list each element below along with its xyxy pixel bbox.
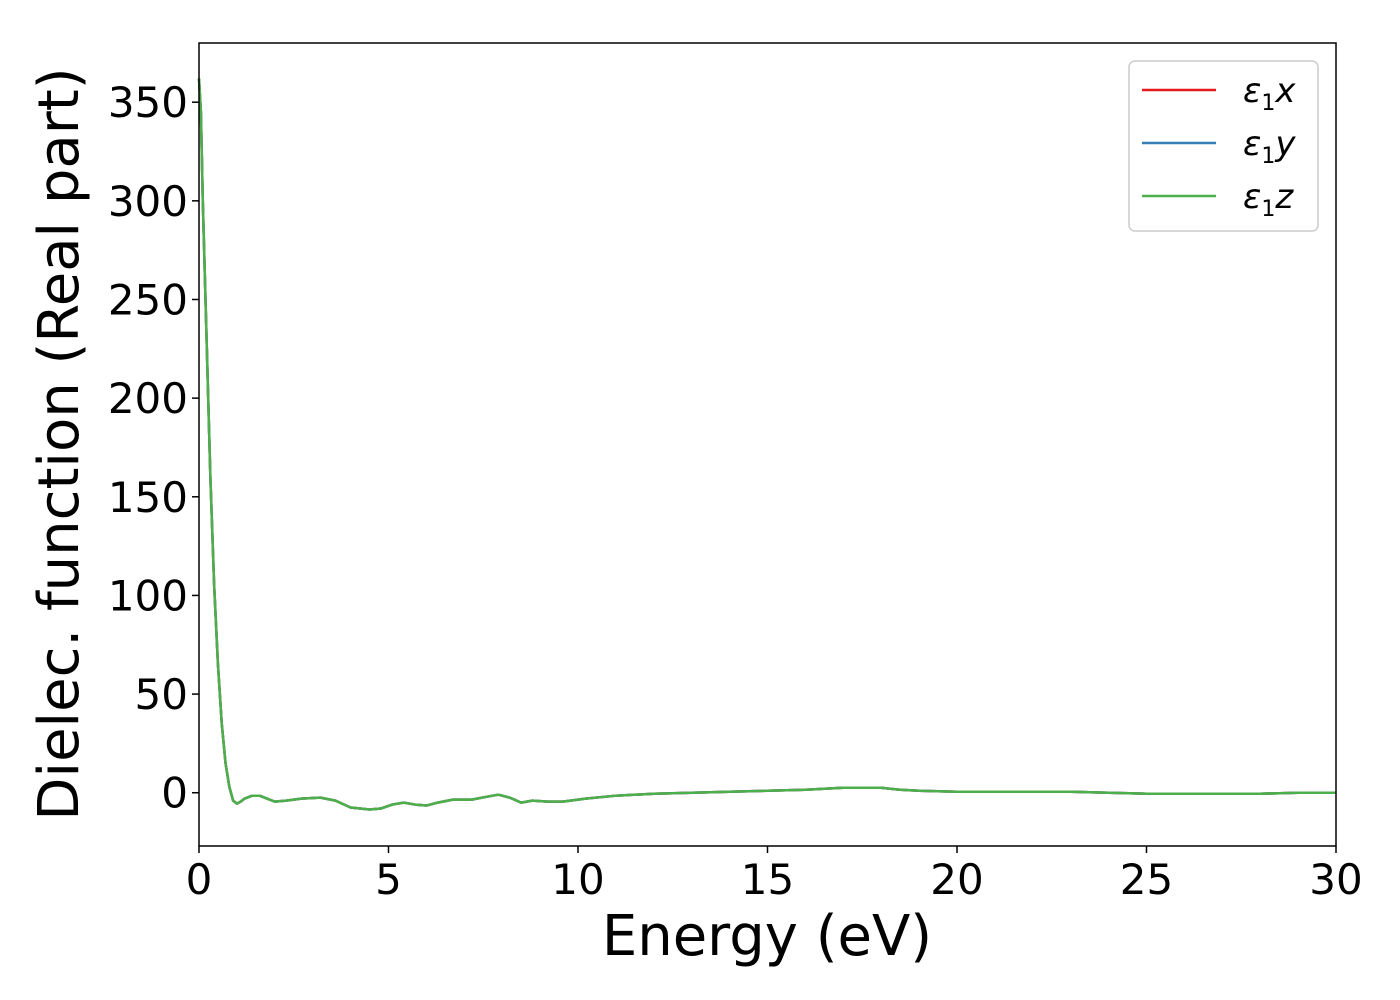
x-tick-label: 0 [186, 855, 213, 904]
x-ticks: 0 5 10 15 20 25 30 [186, 846, 1363, 904]
x-tick-label: 20 [930, 855, 983, 904]
legend-label-y: ε1y [1243, 124, 1296, 169]
x-tick-label: 5 [375, 855, 402, 904]
x-tick-label: 10 [551, 855, 604, 904]
legend-label-z: ε1z [1243, 177, 1294, 222]
y-tick-label: 150 [108, 473, 188, 522]
y-tick-label: 200 [108, 374, 188, 423]
y-tick-label: 350 [108, 78, 188, 127]
x-tick-label: 25 [1120, 855, 1173, 904]
y-axis-label: Dielec. function (Real part) [27, 67, 92, 820]
legend-items: ε1x ε1y ε1z [1142, 71, 1296, 222]
series-layer [197, 78, 1336, 811]
legend-label-x: ε1x [1243, 71, 1296, 116]
legend: ε1x ε1y ε1z [1128, 60, 1319, 232]
x-tick-label: 15 [741, 855, 794, 904]
legend-frame [1128, 60, 1319, 232]
y-ticks: 0 50 100 150 200 250 300 350 [108, 78, 199, 818]
y-tick-label: 100 [108, 571, 188, 620]
y-tick-label: 250 [108, 275, 188, 324]
x-tick-label: 30 [1309, 855, 1362, 904]
y-tick-label: 0 [161, 769, 188, 818]
x-axis-label: Energy (eV) [602, 904, 932, 969]
y-tick-label: 300 [108, 177, 188, 226]
y-tick-label: 50 [135, 670, 188, 719]
series-line-z [197, 78, 1336, 811]
